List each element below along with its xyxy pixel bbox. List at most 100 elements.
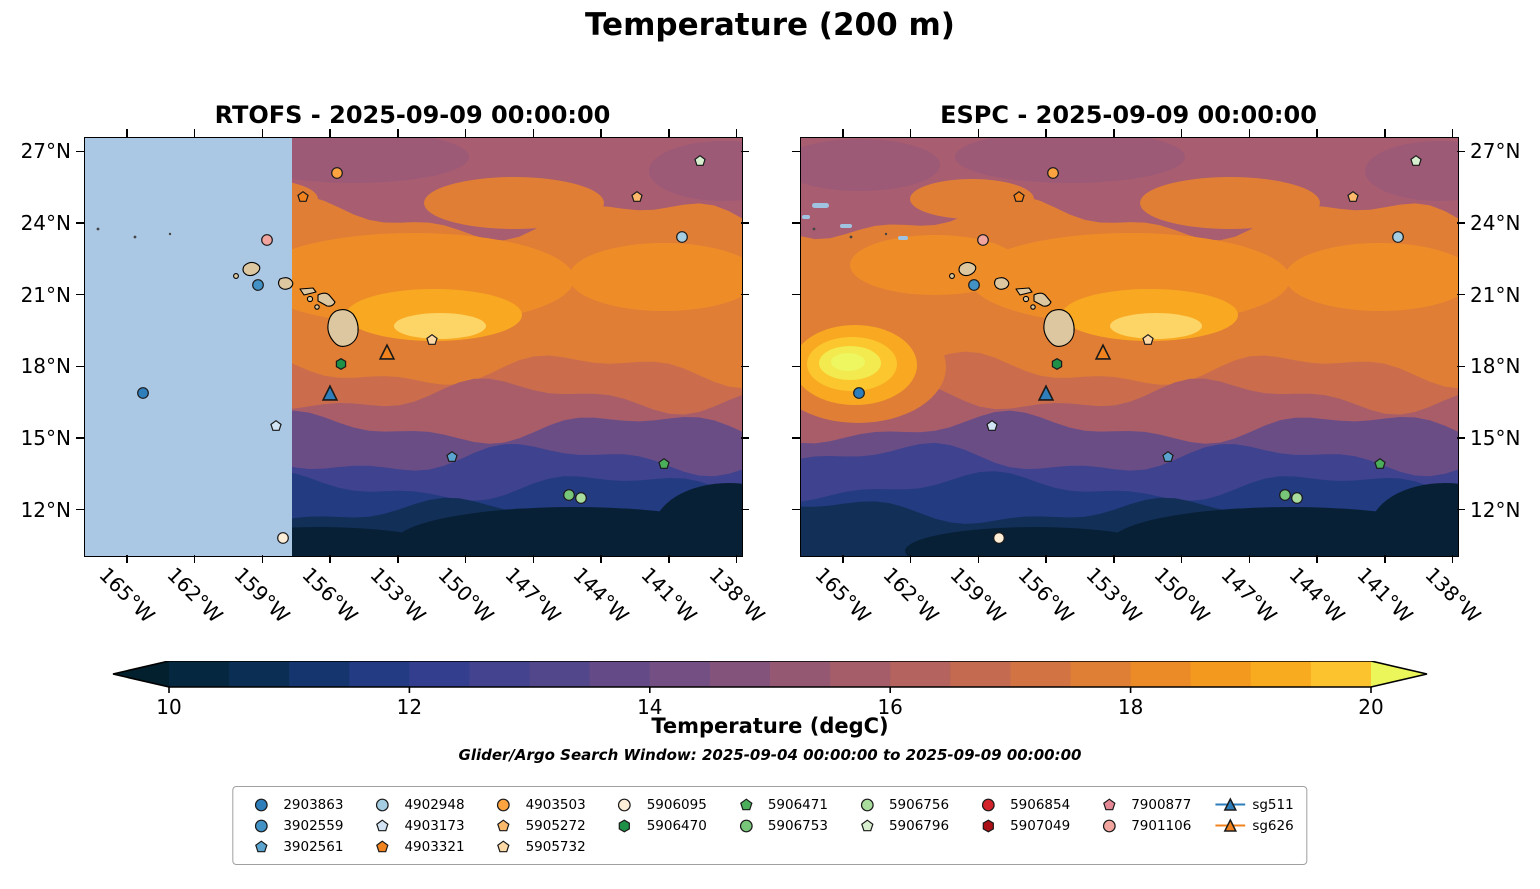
platform-legend: 2903863 3902559 3902561 4902948 4903173 49033… [232,786,1308,865]
legend-platform-id: 5906470 [646,817,707,834]
legend-item-5905272: 5905272 [489,815,586,836]
legend-item-4902948: 4902948 [367,794,465,815]
x-tick-mark [842,129,844,137]
x-tick-mark [193,129,196,137]
platform-3902559-marker [967,279,980,292]
pentagon-icon [367,839,397,854]
legend-item-3902559: 3902559 [246,815,343,836]
pentagon-icon [489,818,519,833]
legend-platform-id: 5906756 [888,796,950,813]
rtofs-map [84,137,743,557]
platform-4902948-marker [1392,231,1405,244]
x-tick-mark [329,129,331,137]
hawaiian-islands [812,227,1075,348]
lat-tick-label: 18°N [20,354,71,379]
hexagon-icon [973,819,1003,833]
colorbar-bar [112,660,1428,693]
platform-7901106-marker [260,233,273,246]
legend-platform-id: 7901106 [1131,817,1192,834]
lon-tick-label: 162°W [162,562,228,628]
colorbar-label: Temperature (degC) [651,714,889,738]
y-tick-mark [76,437,84,439]
colorbar-tick-label: 18 [1117,695,1144,719]
triangle-icon [1215,797,1246,812]
legend-platform-id: 4903503 [525,796,586,813]
circle-icon [852,798,882,812]
lat-tick-label: 27°N [1470,139,1521,164]
x-tick-mark [1113,129,1115,137]
legend-item-4903503: 4903503 [489,794,586,815]
lat-tick-label: 12°N [20,497,71,522]
espc-map [800,137,1459,557]
x-tick-mark [1248,129,1251,137]
y-tick-mark [792,222,800,224]
rtofs-nodata-mask [85,138,292,556]
platform-5906095-marker [276,532,289,545]
lon-tick-label: 144°W [1284,562,1350,628]
pentagon-icon [731,797,761,812]
circle-icon [1094,819,1124,833]
circle-icon [731,819,761,833]
legend-platform-id: 3902561 [283,838,344,855]
legend-item-2903863: 2903863 [246,794,343,815]
lon-tick-label: 138°W [703,562,770,628]
lon-tick-label: 141°W [1352,562,1418,628]
y-tick-mark [76,365,84,368]
x-tick-mark [735,129,738,137]
platform-2903863-marker [852,386,865,399]
platform-sg511-marker [321,383,339,401]
x-tick-mark [532,129,535,137]
x-tick-mark [464,129,467,137]
platform-4903173-marker [269,419,282,433]
lon-tick-label: 165°W [94,562,160,628]
platform-sg626-marker [1094,343,1111,361]
platform-4903503-marker [1046,166,1059,179]
platform-5906756-marker [574,491,587,504]
legend-platform-id: 4903173 [404,817,465,834]
legend-grid: 2903863 3902559 3902561 4902948 4903173 49033… [246,794,1294,857]
triangle-icon [1215,818,1246,833]
platform-5906796-marker [1410,154,1423,167]
y-tick-mark [76,150,84,153]
platform-4903173-marker [985,419,998,433]
legend-platform-id: 2903863 [283,796,344,813]
legend-item-5906756: 5906756 [852,794,949,815]
legend-item-4903173: 4903173 [367,815,465,836]
lat-tick-label: 21°N [1470,282,1521,307]
lat-tick-label: 15°N [1470,426,1521,450]
x-tick-mark [1045,129,1047,137]
colorbar-tick-label: 20 [1358,695,1384,719]
legend-item-5906854: 5906854 [973,794,1070,815]
lon-tick-label: 144°W [568,562,634,628]
legend-platform-id: sg511 [1252,796,1294,813]
platform-4903503-marker [330,166,343,179]
platform-5906095-marker [992,532,1005,545]
legend-column: 4902948 4903173 4903321 [367,794,465,857]
search-window-subtitle: Glider/Argo Search Window: 2025-09-04 00… [458,746,1082,764]
legend-platform-id: 3902559 [283,817,344,834]
rtofs-panel-title: RTOFS - 2025-09-09 00:00:00 [214,101,611,129]
legend-item-5907049: 5907049 [973,815,1070,836]
lon-tick-label: 147°W [500,562,566,628]
circle-icon [367,798,397,812]
circle-icon [610,798,640,812]
lon-tick-label: 141°W [636,562,702,628]
platform-5905272-marker [631,190,644,203]
espc-temperature-field [801,138,1458,556]
platform-5905732-marker [1141,333,1154,347]
lat-tick-label: 24°N [20,211,71,235]
legend-column: 4903503 5905272 5905732 [489,794,586,857]
lon-tick-label: 165°W [810,562,876,628]
legend-column: 5906756 5906796 [852,794,949,857]
platform-7901106-marker [976,233,989,246]
pentagon-icon [367,818,397,833]
x-tick-mark [397,129,399,137]
legend-item-sg626: sg626 [1215,815,1294,836]
lon-tick-label: 153°W [1081,562,1147,628]
pentagon-icon [246,839,276,854]
colorbar-tick-label: 16 [877,695,903,719]
platform-5906470-marker [335,357,348,370]
espc-panel: ESPC - 2025-09-09 00:00:00 165°W 162°W 159… [792,101,1520,628]
y-tick-mark [792,365,800,368]
platform-4902948-marker [676,231,689,244]
